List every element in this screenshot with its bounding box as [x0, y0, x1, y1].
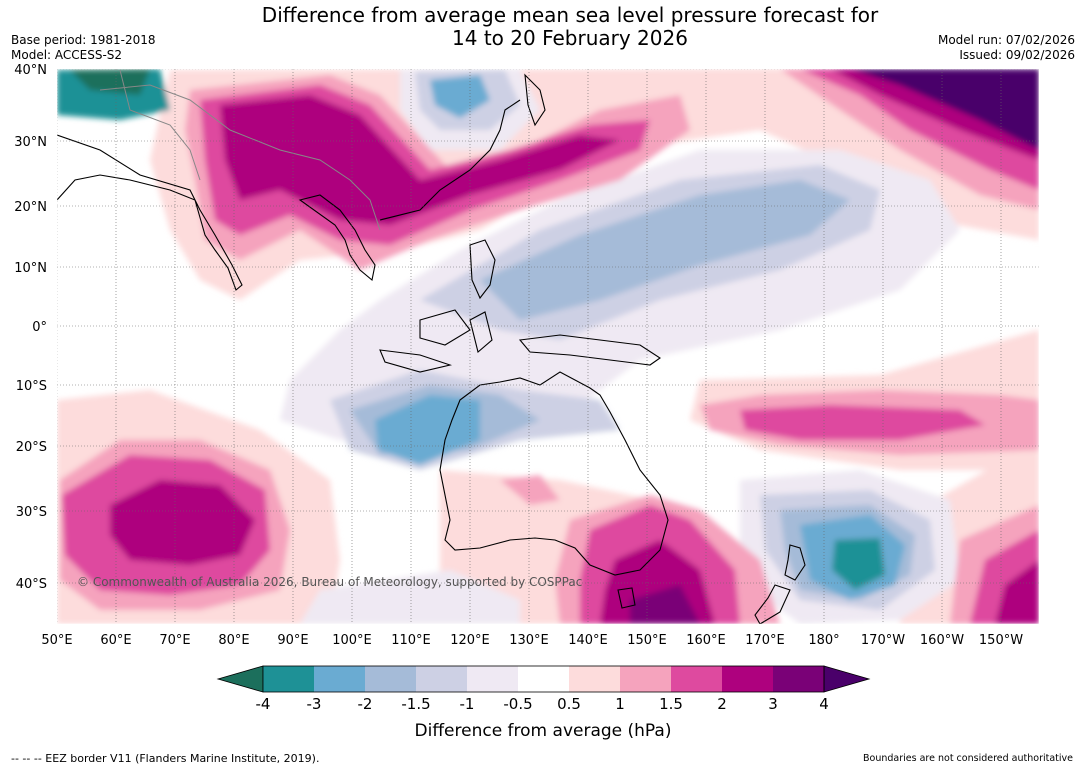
- indonesia-coast: [379, 309, 493, 373]
- colorbar-tick-label: -1.5: [401, 695, 430, 713]
- colorbar-tick-label: -0.5: [503, 695, 532, 713]
- lon-label-170e: 170°E: [745, 633, 785, 648]
- longitude-labels: 50°E 60°E 70°E 80°E 90°E 100°E 110°E 120…: [41, 633, 1023, 648]
- lon-label-50e: 50°E: [41, 633, 72, 648]
- meta-left: Base period: 1981-2018 Model: ACCESS-S2: [11, 33, 156, 63]
- lon-label-140e: 140°E: [568, 633, 608, 648]
- lon-label-110e: 110°E: [391, 633, 431, 648]
- lon-label-120e: 120°E: [450, 633, 490, 648]
- border-line-2: [119, 69, 201, 181]
- colorbar-bin-8: [620, 666, 671, 692]
- colorbar-bin-5: [467, 666, 518, 692]
- lat-label-20n: 20°N: [14, 200, 47, 215]
- colorbar-bin-4: [416, 666, 467, 692]
- contour-fills: [57, 69, 1039, 624]
- lon-label-180: 180°: [808, 633, 839, 648]
- issued-date: Issued: 09/02/2026: [959, 48, 1075, 62]
- colorbar-tick-label: -4: [256, 695, 271, 713]
- map-frame: [56, 68, 1040, 625]
- boundaries-note: Boundaries are not considered authoritat…: [863, 753, 1073, 764]
- contour-pos-15-aus: [500, 475, 560, 505]
- colorbar-tick-label: -3: [307, 695, 322, 713]
- lon-label-90e: 90°E: [277, 633, 308, 648]
- lon-label-130e: 130°E: [509, 633, 549, 648]
- japan-coast: [524, 73, 546, 127]
- lon-label-80e: 80°E: [218, 633, 249, 648]
- colorbar-tick-label: -1: [460, 695, 475, 713]
- colorbar-tick-label: 3: [768, 695, 778, 713]
- contour-neg-3-nz: [832, 538, 885, 590]
- meta-right: Model run: 07/02/2026 Issued: 09/02/2026: [938, 33, 1075, 63]
- se-asia-coast: [298, 99, 521, 282]
- lat-label-20s: 20°S: [16, 440, 47, 455]
- border-line-1: [99, 84, 381, 231]
- contour-neg-south: [300, 570, 520, 624]
- colorbar-bin-1: [263, 666, 314, 692]
- lat-label-30s: 30°S: [16, 505, 47, 520]
- model-run: Model run: 07/02/2026: [937, 33, 1075, 47]
- lon-label-160w: 160°W: [920, 633, 964, 648]
- colorbar-bin-9: [671, 666, 722, 692]
- title-line-1: Difference from average mean sea level p…: [261, 3, 879, 27]
- colorbar-tick-label: 1: [615, 695, 625, 713]
- lat-label-40n: 40°N: [14, 63, 47, 78]
- contour-pos-3-asia: [220, 95, 620, 225]
- chart-title: Difference from average mean sea level p…: [180, 4, 960, 50]
- lat-label-30n: 30°N: [14, 135, 47, 150]
- lon-label-170w: 170°W: [861, 633, 905, 648]
- contour-pos-2-sp: [740, 405, 985, 440]
- base-period: Base period: 1981-2018: [11, 33, 156, 47]
- lon-label-160e: 160°E: [686, 633, 726, 648]
- philippines-coast: [469, 239, 496, 300]
- lon-label-60e: 60°E: [100, 633, 131, 648]
- coastlines: [57, 73, 806, 624]
- colorbar-tick-label: -2: [358, 695, 373, 713]
- colorbar-bin-3: [365, 666, 416, 692]
- colorbar-tick-label: 0.5: [557, 695, 581, 713]
- latitude-labels: 40°N 30°N 20°N 10°N 0° 10°S 20°S 30°S 40…: [14, 63, 47, 592]
- contour-neg-2-n: [430, 75, 490, 118]
- contour-pos-4-ne: [850, 69, 1039, 150]
- colorbar: -4 -3 -2 -1.5 -1 -0.5 0.5 1 1.5 2 3 4 Di…: [216, 665, 871, 741]
- contour-neg-2-aus: [375, 395, 480, 465]
- new-guinea-coast: [518, 334, 661, 366]
- colorbar-min-arrow: [216, 665, 264, 693]
- south-asia-coast: [57, 134, 243, 291]
- colorbar-tick-label: 2: [717, 695, 727, 713]
- lat-label-0: 0°: [32, 320, 47, 335]
- colorbar-bin-2: [314, 666, 365, 692]
- lat-label-10n: 10°N: [14, 261, 47, 276]
- colorbar-bin-10: [722, 666, 773, 692]
- lon-label-150w: 150°W: [979, 633, 1023, 648]
- colorbar-bin-6: [518, 666, 569, 692]
- colorbar-title: Difference from average (hPa): [415, 721, 672, 741]
- gridlines: [57, 69, 1039, 624]
- lon-label-70e: 70°E: [159, 633, 190, 648]
- country-borders: [99, 69, 381, 231]
- colorbar-tick-label: 4: [819, 695, 829, 713]
- contour-pos-3-sw: [110, 480, 255, 565]
- lon-label-100e: 100°E: [332, 633, 372, 648]
- tasmania-coast: [617, 587, 636, 609]
- contour-neg-15: [480, 180, 850, 320]
- colorbar-bin-11: [773, 666, 824, 692]
- contour-pos-3-se: [995, 560, 1039, 624]
- title-line-2: 14 to 20 February 2026: [452, 26, 688, 50]
- contour-neg-4-nw: [70, 69, 150, 95]
- colorbar-max-arrow: [823, 665, 871, 693]
- lat-label-10s: 10°S: [16, 379, 47, 394]
- eez-note: -- -- -- EEZ border V11 (Flanders Marine…: [11, 752, 320, 765]
- copyright-notice: © Commonwealth of Australia 2026, Bureau…: [77, 575, 582, 589]
- australia-coast: [439, 371, 669, 576]
- lon-label-150e: 150°E: [627, 633, 667, 648]
- colorbar-frame: [262, 665, 825, 693]
- colorbar-bin-7: [569, 666, 620, 692]
- contour-pos-4-tas: [630, 585, 700, 624]
- colorbar-tick-label: 1.5: [659, 695, 683, 713]
- map-plot-area: © Commonwealth of Australia 2026, Bureau…: [57, 69, 1039, 624]
- lat-label-40s: 40°S: [16, 577, 47, 592]
- model-name: Model: ACCESS-S2: [11, 48, 123, 62]
- new-zealand-coast: [754, 544, 806, 624]
